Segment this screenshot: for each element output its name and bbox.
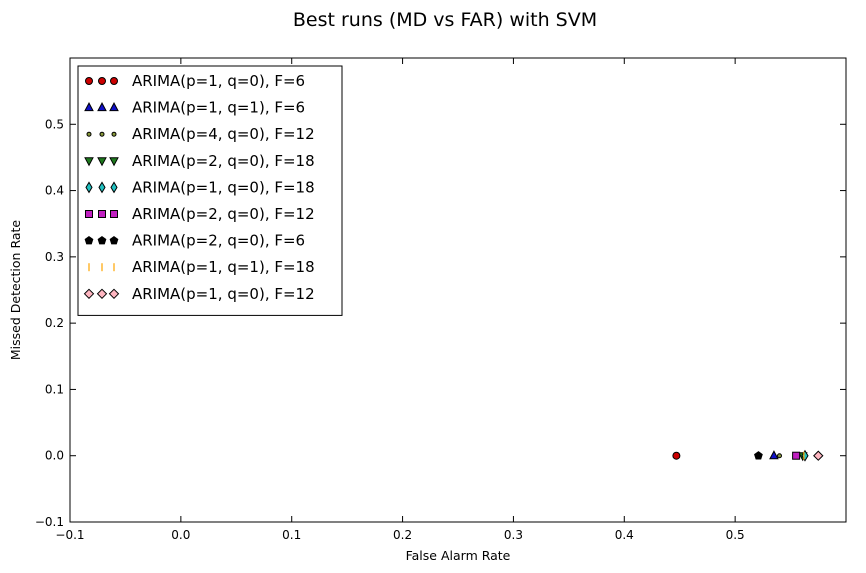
data-point — [769, 450, 779, 460]
chart-title: Best runs (MD vs FAR) with SVM — [293, 9, 597, 31]
data-point — [672, 451, 681, 460]
legend-marker — [109, 157, 119, 167]
y-tick-label: 0.2 — [45, 316, 64, 330]
legend-label: ARIMA(p=2, q=0), F=12 — [132, 205, 315, 223]
legend-marker — [85, 210, 93, 218]
legend-marker — [108, 288, 120, 300]
data-point — [776, 453, 782, 459]
data-point — [813, 450, 824, 461]
x-tick-label: 0.5 — [726, 528, 745, 542]
legend-box — [77, 65, 343, 316]
legend-marker — [109, 235, 119, 245]
data-point — [792, 451, 801, 460]
x-tick-label: 0.4 — [615, 528, 634, 542]
legend-label: ARIMA(p=1, q=0), F=12 — [132, 285, 315, 303]
data-point — [754, 451, 763, 460]
legend-marker — [110, 210, 118, 218]
y-tick-label: 0.3 — [45, 250, 64, 264]
legend-label: ARIMA(p=1, q=0), F=18 — [132, 178, 315, 196]
legend-marker — [109, 102, 119, 112]
legend-label: ARIMA(p=4, q=0), F=12 — [132, 125, 315, 143]
legend-marker — [98, 181, 106, 194]
legend-marker — [86, 131, 92, 137]
legend-marker — [85, 181, 93, 194]
legend-label: ARIMA(p=1, q=0), F=6 — [132, 72, 305, 90]
x-tick-label: 0.1 — [282, 528, 301, 542]
x-tick-label: −0.1 — [55, 528, 84, 542]
legend-marker — [83, 288, 95, 300]
legend-marker — [84, 102, 94, 112]
y-tick-label: 0.4 — [45, 184, 64, 198]
legend-marker — [84, 157, 94, 167]
legend-marker — [96, 288, 108, 300]
legend-marker — [97, 102, 107, 112]
legend-marker — [110, 77, 118, 85]
y-tick-label: 0.1 — [45, 382, 64, 396]
legend-marker — [84, 235, 94, 245]
y-tick-label: −0.1 — [35, 515, 64, 529]
legend-marker — [98, 210, 106, 218]
x-tick-label: 0.3 — [504, 528, 523, 542]
y-tick-label: 0.5 — [45, 117, 64, 131]
x-tick-label: 0.2 — [393, 528, 412, 542]
y-tick-label: 0.0 — [45, 449, 64, 463]
legend-marker — [98, 77, 106, 85]
legend-label: ARIMA(p=2, q=0), F=18 — [132, 152, 315, 170]
legend-marker — [99, 131, 105, 137]
x-tick-label: 0.0 — [171, 528, 190, 542]
legend-marker — [111, 131, 117, 137]
legend-label: ARIMA(p=2, q=0), F=6 — [132, 232, 305, 250]
legend-label: ARIMA(p=1, q=1), F=6 — [132, 99, 305, 117]
plot-area-frame — [69, 57, 847, 523]
legend-marker — [97, 235, 107, 245]
legend-marker — [85, 77, 93, 85]
x-axis-label: False Alarm Rate — [406, 548, 511, 563]
legend-label: ARIMA(p=1, q=1), F=18 — [132, 258, 315, 276]
legend-marker — [110, 181, 118, 194]
legend-marker — [97, 157, 107, 167]
y-axis-label: Missed Detection Rate — [8, 220, 23, 361]
